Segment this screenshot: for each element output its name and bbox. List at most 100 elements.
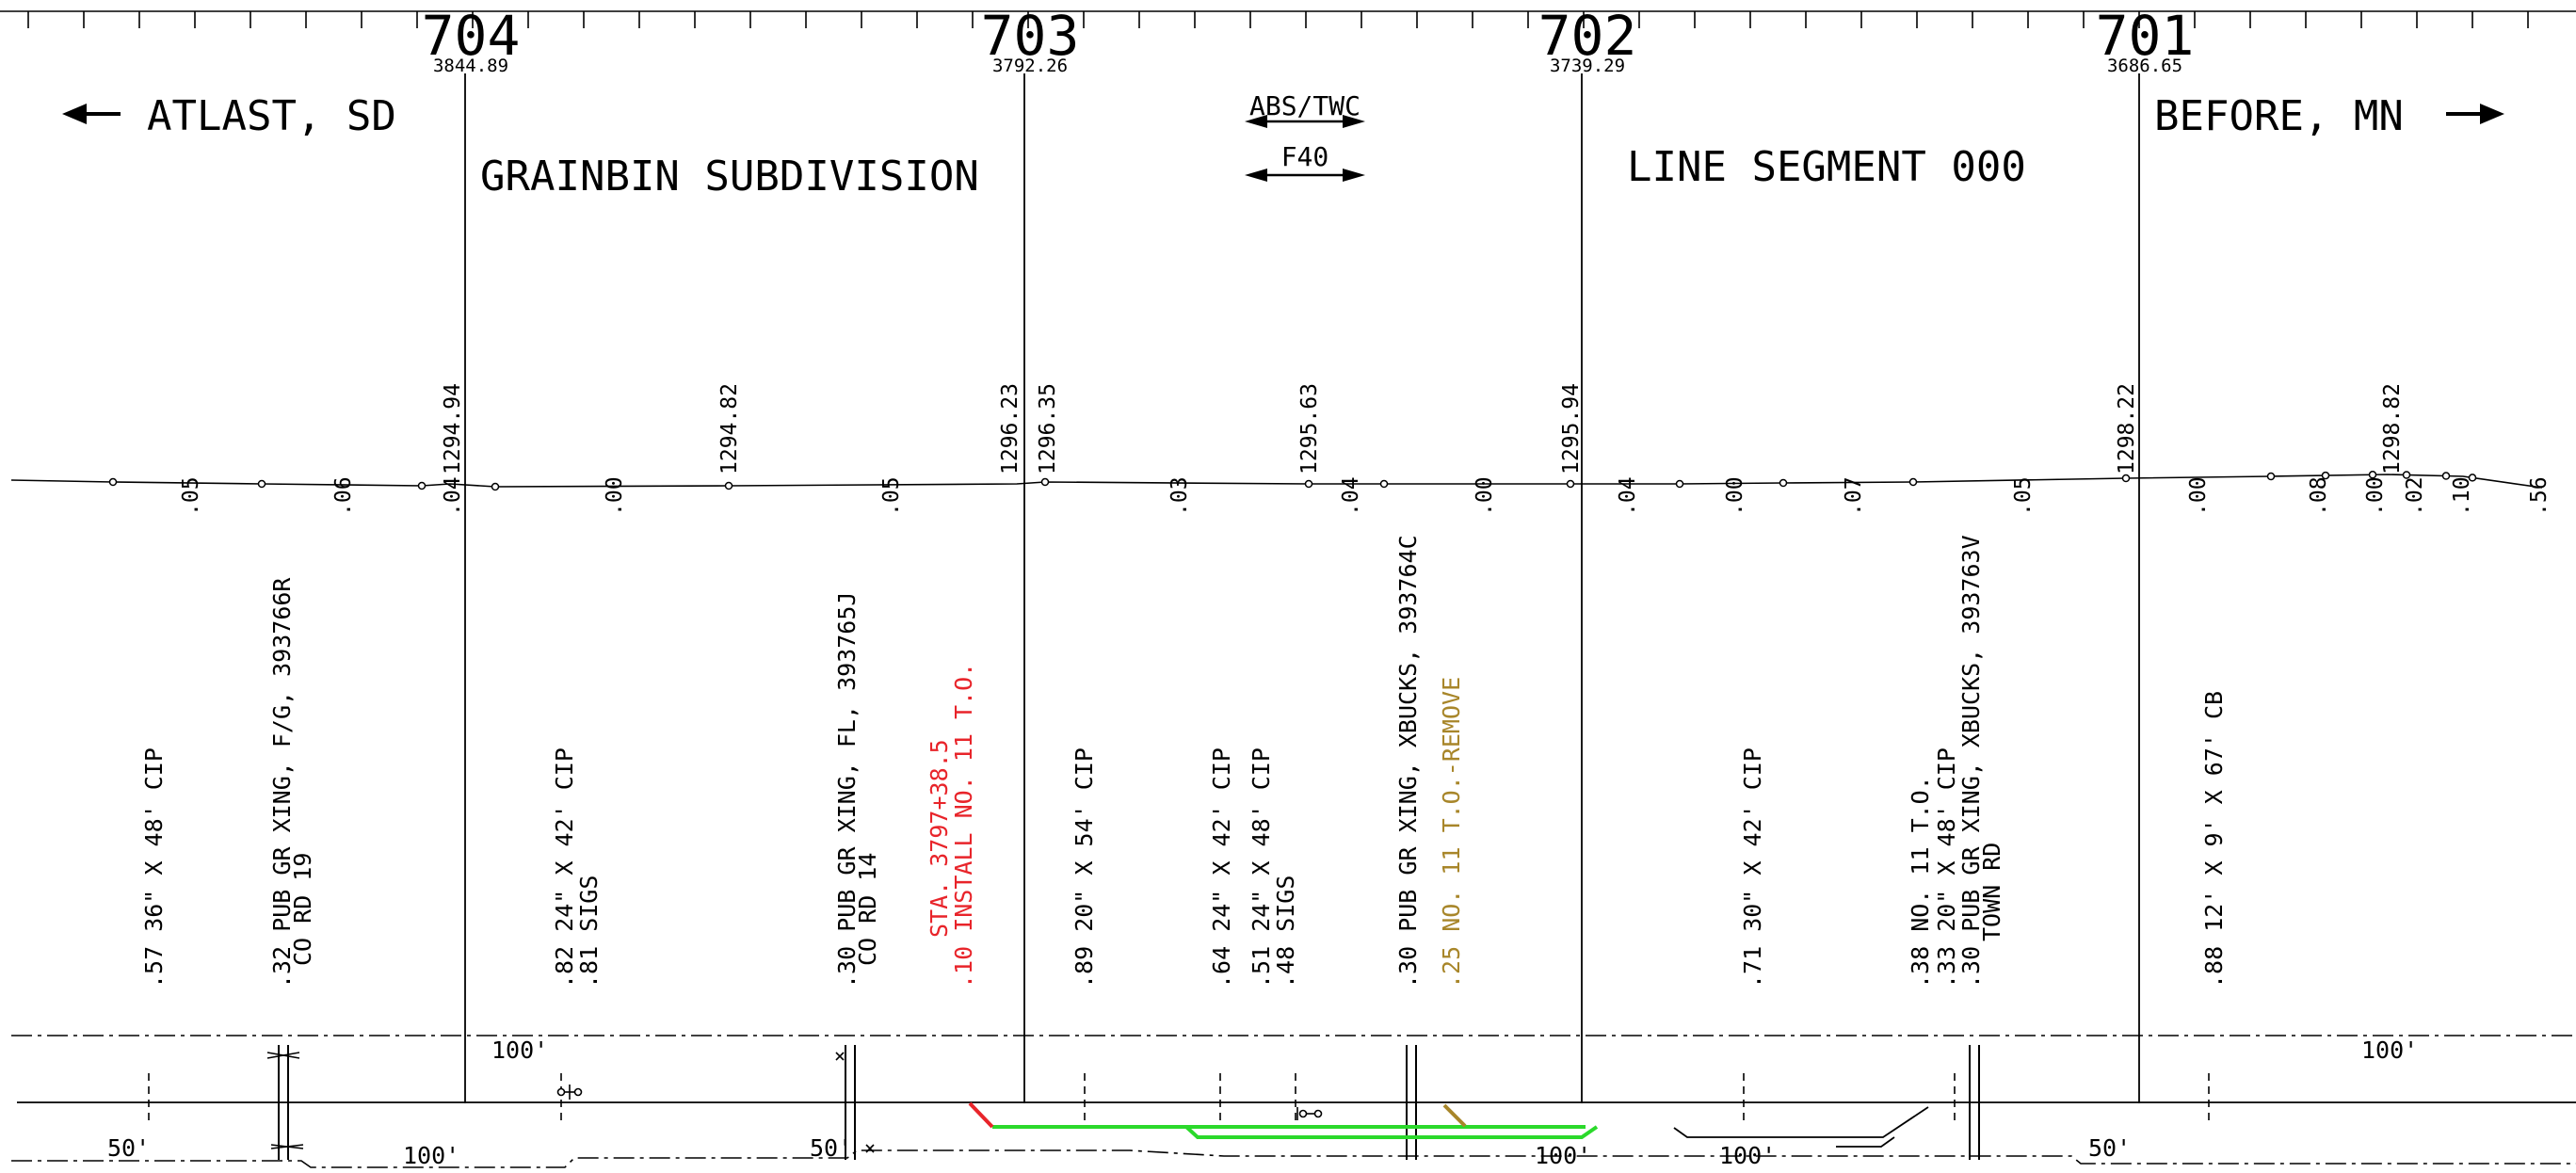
- distance-label: 50': [2088, 1134, 2131, 1162]
- milepost-703: 703 3792.26: [981, 4, 1080, 76]
- feature-label: CO RD 14: [854, 853, 881, 966]
- profile-point: [2468, 474, 2477, 482]
- milepost-702: 702 3739.29: [1538, 4, 1637, 76]
- profile-point: [2368, 471, 2377, 479]
- elevation-label: 1294.94: [441, 383, 465, 474]
- milepost-station: 3686.65: [2107, 56, 2182, 76]
- crossing-marks: [148, 1073, 2210, 1126]
- grade-label: .04: [1339, 476, 1363, 516]
- feature-label: .82 24" X 42' CIP: [551, 747, 578, 988]
- grade-labels: .05 .06 .04 .00 .05 .03 .04 .00 .04 .00 …: [179, 476, 2552, 516]
- profile-point: [417, 481, 427, 490]
- left-direction: ATLAST, SD: [62, 92, 396, 140]
- grade-label: .04: [1616, 476, 1640, 516]
- profile: [10, 471, 2543, 491]
- profile-point: [1908, 477, 1918, 487]
- feature-label: .88 12' X 9' X 67' CB: [2200, 691, 2228, 988]
- feature-label: .33 20" X 48' CIP: [1933, 747, 1960, 988]
- milepost-number: 702: [1538, 4, 1637, 68]
- milepost-station: 3844.89: [433, 56, 508, 76]
- feature-label: TOWN RD: [1978, 843, 2005, 941]
- milepost-number: 704: [422, 4, 521, 68]
- grade-label: .10: [2450, 476, 2474, 516]
- milepost-number: 703: [981, 4, 1080, 68]
- profile-point: [2121, 474, 2131, 483]
- milepost-701: 701 3686.65: [2096, 4, 2195, 76]
- double-arrow-icon: [1245, 169, 1365, 182]
- profile-point: [1675, 479, 1684, 489]
- signal-icon: [556, 1085, 1323, 1120]
- grade-label: .00: [2363, 476, 2388, 516]
- feature-label: CO RD 19: [289, 853, 316, 966]
- feature-label: .30 PUB GR XING, FL, 393765J: [833, 592, 861, 988]
- distance-label: 100': [1719, 1142, 1776, 1169]
- grade-label: .00: [603, 476, 627, 516]
- elevation-label: 1296.35: [1036, 383, 1060, 474]
- track-diagram: [11, 1035, 2576, 1168]
- profile-point: [2266, 472, 2276, 481]
- right-direction: BEFORE, MN: [2154, 92, 2504, 140]
- right-direction-label: BEFORE, MN: [2154, 92, 2404, 140]
- feature-label: STA. 3797+38.5: [926, 739, 953, 938]
- grade-label: .05: [179, 476, 203, 516]
- elevation-label: 1298.22: [2115, 383, 2139, 474]
- line-segment-title: LINE SEGMENT 000: [1627, 143, 2026, 191]
- feature-label: .89 20" X 54' CIP: [1071, 747, 1098, 988]
- x-mark-icon: [835, 1052, 875, 1153]
- feature-label: .81 SIGS: [575, 876, 603, 988]
- milepost-704: 704 3844.89: [422, 4, 521, 76]
- grade-label: .56: [2527, 476, 2552, 516]
- grade-label: .06: [331, 476, 356, 516]
- profile-point: [2402, 471, 2411, 479]
- subdivision-title: GRAINBIN SUBDIVISION: [480, 153, 979, 201]
- road-crossings: [278, 1045, 1980, 1160]
- grade-label: .07: [1842, 476, 1866, 516]
- grade-label: .00: [2186, 476, 2211, 516]
- milepost-lines: [464, 73, 2140, 1103]
- profile-point: [1779, 478, 1788, 488]
- grade-label: .00: [1723, 476, 1747, 516]
- feature-label: .51 24" X 48' CIP: [1248, 747, 1275, 988]
- profile-point: [1566, 479, 1575, 489]
- elevation-label: 1295.63: [1297, 383, 1322, 474]
- profile-point: [2441, 472, 2451, 480]
- elevation-label: 1295.94: [1559, 383, 1584, 474]
- feature-label: .25 NO. 11 T.O.-REMOVE: [1438, 677, 1465, 988]
- grade-label: .04: [441, 476, 465, 516]
- signal-system-block: ABS/TWC F40: [1245, 90, 1365, 182]
- grade-label: .05: [2011, 476, 2036, 516]
- arrow-left-icon: [62, 104, 121, 124]
- feature-label: .30 PUB GR XING, XBUCKS, 393764C: [1394, 535, 1422, 988]
- feature-label: .48 SIGS: [1272, 876, 1299, 988]
- profile-point: [491, 482, 500, 491]
- feature-label: .64 24" X 42' CIP: [1208, 747, 1235, 988]
- distance-label: 50': [810, 1134, 852, 1162]
- profile-point: [1304, 479, 1313, 489]
- feature-label: .71 30" X 42' CIP: [1739, 747, 1766, 988]
- distance-label: 100': [2361, 1036, 2418, 1064]
- grade-label: .03: [1167, 476, 1192, 516]
- feature-label: .57 36" X 48' CIP: [140, 747, 168, 988]
- abs-twc-label: ABS/TWC: [1249, 90, 1360, 121]
- dash-dot-line-bottom: [11, 1149, 2576, 1168]
- profile-point: [1379, 479, 1389, 489]
- elevation-labels: 1294.94 1294.82 1296.23 1296.35 1295.63 …: [441, 383, 2405, 474]
- profile-dots: [108, 471, 2477, 491]
- feature-labels: .57 36" X 48' CIP .32 PUB GR XING, F/G, …: [140, 535, 2228, 988]
- elevation-label: 1296.23: [998, 383, 1022, 474]
- profile-line: [10, 474, 2543, 489]
- elevation-label: 1298.82: [2380, 383, 2405, 474]
- remove-turnout: [1442, 1103, 1467, 1128]
- install-turnout: [968, 1101, 994, 1129]
- f40-label: F40: [1281, 141, 1329, 172]
- profile-point: [2321, 471, 2330, 480]
- crossbuck-icon: [266, 1052, 304, 1149]
- profile-point: [724, 481, 733, 490]
- existing-siding-spur: [1836, 1136, 1895, 1148]
- elevation-label: 1294.82: [717, 383, 742, 474]
- milepost-station: 3739.29: [1550, 56, 1625, 76]
- distance-label: 100': [403, 1142, 459, 1169]
- grade-label: .02: [2403, 476, 2427, 516]
- left-direction-label: ATLAST, SD: [147, 92, 396, 140]
- feature-label: .32 PUB GR XING, F/G, 393766R: [268, 577, 296, 988]
